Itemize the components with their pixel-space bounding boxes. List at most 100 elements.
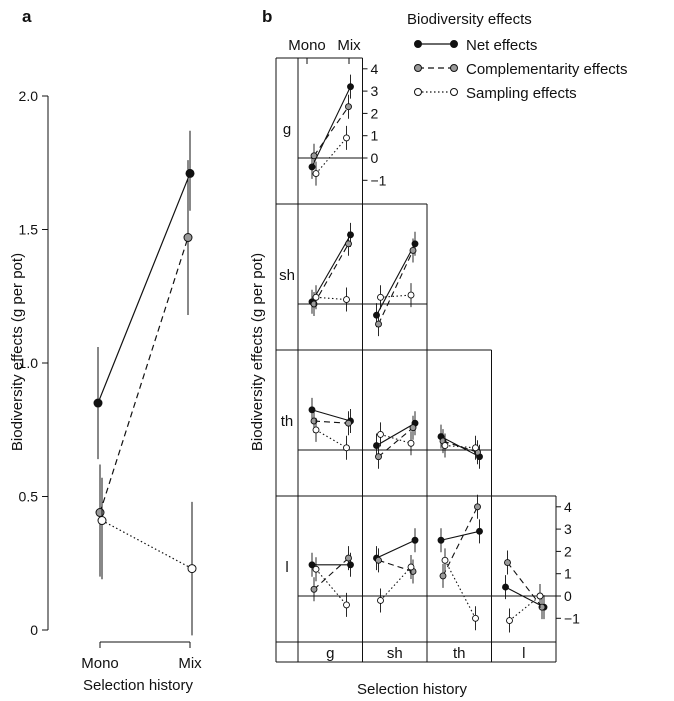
panel-b-point bbox=[502, 583, 509, 591]
panel-b-point bbox=[409, 247, 417, 254]
legend-marker-net-right bbox=[450, 40, 458, 48]
panel-b-point bbox=[437, 536, 445, 544]
panel-b-point bbox=[345, 240, 352, 248]
legend-item-net: Net effects bbox=[414, 37, 537, 54]
panel-b-series-line bbox=[376, 539, 416, 559]
panel-b-grid bbox=[275, 57, 557, 663]
legend-marker-net-left bbox=[414, 40, 422, 48]
panel-a-y-tick-label: 2.0 bbox=[19, 88, 39, 104]
panel-b-series-line bbox=[376, 422, 416, 447]
panel-b-col-label: th bbox=[453, 645, 466, 662]
panel-b-point bbox=[409, 424, 417, 432]
panel-b-point bbox=[377, 293, 384, 301]
panel-b-series-line bbox=[378, 559, 414, 572]
panel-a-point bbox=[97, 516, 107, 526]
panel-b-col-label: l bbox=[522, 645, 525, 662]
panel-b-point bbox=[310, 300, 318, 308]
panel-b-row-label: sh bbox=[279, 267, 295, 284]
panel-b-series-line bbox=[311, 86, 351, 168]
panel-a-series-sampling bbox=[97, 477, 197, 636]
panel-a-series-line bbox=[97, 173, 191, 404]
panel-b-point bbox=[345, 103, 352, 111]
panel-b-point bbox=[345, 554, 352, 562]
panel-b-series-line bbox=[315, 137, 347, 174]
panel-a-y-ticks: 0 0.5 1.0 1.5 2.0 bbox=[19, 88, 48, 638]
panel-b-point bbox=[310, 152, 318, 160]
panel-b-y-tick-label: −1 bbox=[564, 610, 580, 626]
panel-b-point bbox=[373, 311, 380, 319]
legend-marker-comp-left bbox=[414, 64, 422, 72]
panel-a-series-complementarity bbox=[95, 160, 193, 577]
panel-b-point bbox=[377, 597, 384, 604]
panel-b-series-line bbox=[315, 429, 347, 449]
panel-b-point bbox=[472, 614, 479, 622]
panel-a-point bbox=[93, 398, 103, 408]
panel-b-point bbox=[343, 134, 350, 142]
panel-b-letter: b bbox=[262, 7, 272, 26]
panel-b-point bbox=[375, 556, 382, 564]
panel-b-inner-mix: Mix bbox=[337, 37, 361, 54]
panel-b-cell-l-l bbox=[491, 550, 556, 633]
panel-b-point bbox=[476, 527, 483, 535]
panel-b-series-line bbox=[380, 433, 412, 444]
panel-b-point bbox=[347, 561, 354, 569]
panel-b-cell-th-sh bbox=[362, 411, 427, 469]
panel-b-series-line bbox=[444, 444, 476, 449]
panel-b-series-line bbox=[313, 106, 349, 157]
panel-b-y-tick-label: 0 bbox=[564, 588, 572, 604]
panel-b-series-line bbox=[313, 557, 349, 590]
panel-a-y-tick-label: 1.5 bbox=[19, 222, 39, 238]
panel-b-point bbox=[411, 536, 419, 544]
panel-a-chart: 0 0.5 1.0 1.5 2.0 Mono Mix Selection history… bbox=[9, 88, 202, 694]
panel-b-point bbox=[439, 572, 447, 580]
panel-b-xlabel: Selection history bbox=[357, 681, 468, 698]
panel-b-cells bbox=[298, 74, 556, 633]
panel-b-point bbox=[347, 231, 354, 239]
panel-b-inner-mono: Mono bbox=[288, 37, 326, 54]
panel-b-series-line bbox=[380, 294, 412, 298]
panel-b-point bbox=[345, 419, 352, 427]
panel-b-cell-l-g bbox=[298, 546, 363, 617]
panel-b-series-line bbox=[378, 250, 414, 325]
legend-label-samp: Sampling effects bbox=[466, 85, 577, 102]
legend-marker-samp-right bbox=[450, 88, 458, 96]
panel-b-point bbox=[411, 240, 419, 248]
panel-a-point bbox=[185, 168, 195, 178]
panel-b-row-label: g bbox=[283, 121, 291, 138]
panel-a-xtick-mix: Mix bbox=[178, 655, 202, 672]
panel-b-series-line bbox=[313, 420, 349, 424]
panel-b-point bbox=[312, 293, 320, 301]
panel-b-point bbox=[504, 559, 511, 566]
panel-a-series-net bbox=[93, 130, 195, 460]
panel-a-series-line bbox=[99, 237, 189, 513]
panel-b-row-label: l bbox=[285, 559, 288, 576]
panel-b-point bbox=[308, 163, 316, 171]
panel-b-cell-th-th bbox=[427, 424, 492, 469]
panel-b-ylabel: Biodiversity effects (g per pot) bbox=[249, 253, 266, 451]
panel-b-series-line bbox=[444, 560, 476, 619]
panel-b-cell-sh-g bbox=[298, 222, 363, 316]
panel-b-cell-g-g bbox=[298, 74, 363, 186]
legend-marker-comp-right bbox=[450, 64, 458, 72]
panel-b-point bbox=[536, 592, 544, 600]
panel-b-point bbox=[407, 439, 415, 447]
panel-b-row-label: th bbox=[281, 413, 294, 430]
panel-b-series-line bbox=[440, 436, 480, 458]
panel-b-point bbox=[343, 444, 350, 452]
panel-b-chart: Mono Mix 4 3 2 1 0 −1 4 3 2 1 0 −1 g sh th l g sh th l Sel… bbox=[249, 37, 580, 698]
panel-b-point bbox=[474, 503, 481, 511]
legend-label-net: Net effects bbox=[466, 37, 537, 54]
panel-b-cell-sh-sh bbox=[362, 231, 427, 337]
panel-a-xtick-mono: Mono bbox=[81, 655, 119, 672]
panel-b-y-tick-label: 3 bbox=[371, 83, 379, 99]
panel-b-y-tick-label: 1 bbox=[371, 128, 379, 144]
panel-a-y-tick-label: 0 bbox=[30, 622, 38, 638]
panel-a-xlabel: Selection history bbox=[83, 677, 194, 694]
panel-b-y-tick-label: 4 bbox=[564, 499, 572, 515]
panel-b-point bbox=[308, 561, 316, 569]
panel-b-y-tick-label: −1 bbox=[371, 172, 387, 188]
panel-b-y-tick-label: 2 bbox=[564, 543, 572, 559]
panel-b-series-line bbox=[505, 586, 545, 608]
panel-b-point bbox=[343, 601, 350, 609]
